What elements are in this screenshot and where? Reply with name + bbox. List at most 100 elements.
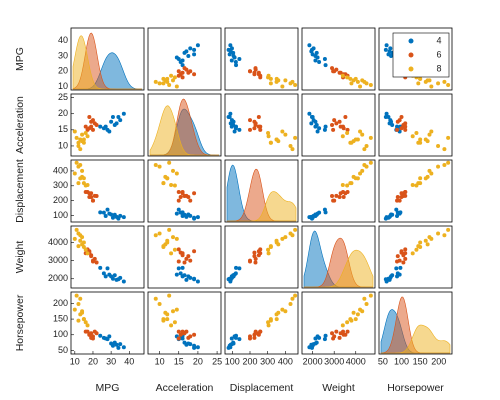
scatter-point <box>233 60 238 65</box>
scatter-point <box>253 66 258 71</box>
scatter-point <box>98 333 103 338</box>
density-area <box>72 35 142 90</box>
scatter-point <box>174 84 179 89</box>
scatter-point <box>403 124 408 129</box>
scatter-point <box>76 302 81 307</box>
scatter-point <box>192 72 197 77</box>
scatter-point <box>349 181 354 186</box>
scatter-point <box>163 310 168 315</box>
scatter-point <box>178 60 183 65</box>
scatter-point <box>229 336 234 341</box>
scatter-point <box>351 310 356 315</box>
scatter-point <box>399 249 404 254</box>
scatter-point <box>252 250 257 255</box>
scatter-point <box>340 183 345 188</box>
scatter-point <box>234 265 239 270</box>
scatter-point <box>362 79 367 84</box>
scatter-point <box>94 260 99 265</box>
scatter-point <box>167 227 172 232</box>
scatter-point <box>403 251 408 256</box>
scatter-point <box>268 81 273 86</box>
scatter-point <box>192 52 197 57</box>
scatter-point <box>364 302 369 307</box>
scatter-point <box>180 329 185 334</box>
scatter-point <box>167 160 172 165</box>
scatter-point <box>390 123 395 127</box>
scatter-point <box>174 211 179 216</box>
y-tick-label: 40 <box>58 35 68 45</box>
scatter-point <box>341 194 346 199</box>
scatter-point <box>237 127 242 132</box>
scatter-point <box>94 123 99 127</box>
scatter-point <box>184 277 189 282</box>
scatter-point <box>323 124 328 129</box>
scatter-point <box>85 183 90 188</box>
scatter-point <box>153 296 158 301</box>
x-tick-label: 2000 <box>303 356 323 366</box>
scatter-point <box>266 73 271 78</box>
scatter-point <box>90 198 95 203</box>
x-tick-label: 200 <box>242 356 257 366</box>
scatter-point <box>442 233 447 238</box>
scatter-point <box>169 183 174 188</box>
cell-frame <box>378 291 453 355</box>
scatter-point <box>172 247 177 252</box>
scatter-point <box>252 254 257 259</box>
scatter-point <box>161 181 166 186</box>
scatter-point <box>317 60 322 65</box>
scatter-point <box>330 331 335 336</box>
scatter-point <box>76 181 81 186</box>
scatter-point <box>174 272 179 277</box>
scatter-point <box>395 213 400 218</box>
scatter-point <box>94 194 99 199</box>
scatter-point <box>268 140 273 145</box>
x-tick-label: 10 <box>70 356 80 366</box>
scatter-point <box>192 332 197 337</box>
scatter-point <box>332 118 337 123</box>
scatter-point <box>171 78 175 83</box>
scatter-point <box>253 123 258 127</box>
scatter-point <box>98 210 103 215</box>
y-tick-label: 50 <box>58 345 68 355</box>
cell-frame <box>301 159 376 223</box>
scatter-point <box>252 70 257 75</box>
scatter-point <box>436 81 441 86</box>
scatter-point <box>192 47 197 52</box>
scatter-point <box>258 124 263 129</box>
scatter-point <box>83 131 88 136</box>
scatter-point <box>186 70 191 75</box>
x-tick-label: 100 <box>225 356 240 366</box>
cell-frame <box>70 159 145 223</box>
scatter-point <box>157 164 162 169</box>
scatter-point <box>337 70 342 75</box>
scatter-point <box>395 119 400 124</box>
scatter-point <box>368 293 373 298</box>
scatter-point <box>348 76 353 81</box>
x-tick-label: 200 <box>431 356 446 366</box>
scatter-point <box>80 132 85 137</box>
scatter-point <box>180 210 185 215</box>
scatter-point <box>337 335 342 340</box>
scatter-point <box>330 194 335 199</box>
scatter-point <box>172 320 177 325</box>
scatter-point <box>427 132 432 137</box>
scatter-point <box>288 302 293 307</box>
scatter-point <box>334 329 339 334</box>
scatter-point <box>280 129 285 134</box>
scatter-point <box>429 84 434 89</box>
scatter-point <box>323 63 328 68</box>
scatter-point <box>169 73 174 78</box>
scatter-point <box>248 118 252 123</box>
scatter-point <box>429 129 434 134</box>
scatter-point <box>153 233 158 238</box>
y-tick-label: 100 <box>53 210 68 220</box>
scatter-point <box>368 160 373 165</box>
y-tick-label: 4000 <box>48 237 68 247</box>
scatter-point <box>178 194 183 199</box>
scatter-point <box>226 47 231 52</box>
cell-frame <box>224 93 299 157</box>
scatter-point <box>362 296 367 301</box>
scatter-point <box>116 216 121 221</box>
scatter-point <box>231 50 236 55</box>
scatter-point <box>383 47 388 52</box>
